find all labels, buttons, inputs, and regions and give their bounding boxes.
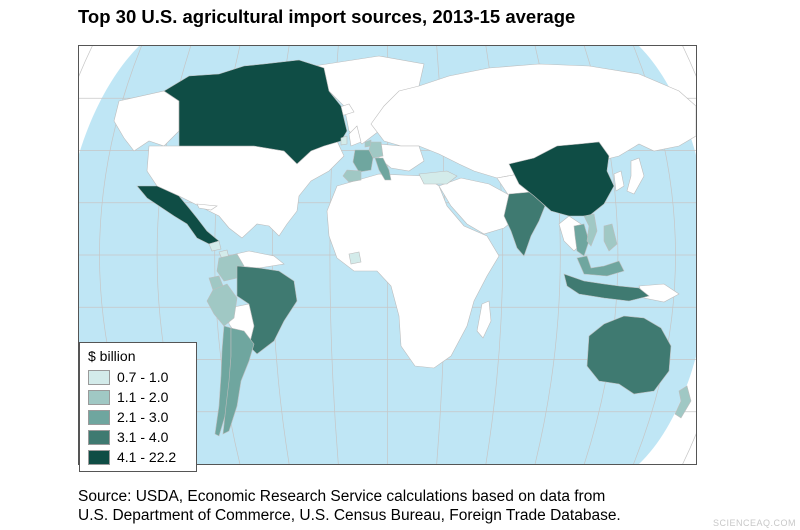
map-title: Top 30 U.S. agricultural import sources,… [78, 6, 576, 27]
madagascar [476, 300, 492, 339]
region-thailand [573, 223, 590, 257]
legend-item: 1.1 - 2.0 [88, 387, 196, 407]
source-note: Source: USDA, Economic Research Service … [78, 487, 621, 525]
region-canada [163, 59, 348, 165]
legend-label: 4.1 - 22.2 [117, 449, 177, 465]
africa [326, 173, 500, 369]
region-italy [374, 157, 392, 181]
legend-swatch [88, 409, 110, 425]
region-spain [342, 169, 362, 183]
region-indonesia [563, 273, 650, 302]
legend-label: 3.1 - 4.0 [117, 429, 169, 445]
region-ireland [340, 135, 348, 146]
legend-item: 0.7 - 1.0 [88, 367, 196, 387]
land-not-top30 [113, 55, 696, 369]
region-france [352, 149, 374, 173]
legend-title: $ billion [88, 348, 136, 364]
legend-label: 0.7 - 1.0 [117, 369, 169, 385]
region-vietnam [583, 213, 598, 247]
source-line-2: U.S. Department of Commerce, U.S. Census… [78, 507, 621, 524]
japan [626, 157, 645, 195]
region-guatemala [208, 240, 222, 252]
region-peru [206, 283, 238, 327]
region-argentina [222, 327, 255, 435]
legend-label: 1.1 - 2.0 [117, 389, 169, 405]
region-germany [368, 141, 384, 159]
cuba [196, 203, 218, 211]
region-china [508, 141, 615, 217]
land-top30 [136, 59, 692, 437]
region-ivory-coast [348, 251, 362, 265]
legend-item: 4.1 - 22.2 [88, 447, 196, 467]
legend-item: 3.1 - 4.0 [88, 427, 196, 447]
eurasia-north [370, 63, 696, 179]
legend: $ billion 0.7 - 1.0 1.1 - 2.0 2.1 - 3.0 … [79, 342, 197, 472]
legend-swatch [88, 369, 110, 385]
region-philippines [603, 223, 618, 252]
united-kingdom [348, 125, 362, 147]
source-line-1: Source: USDA, Economic Research Service … [78, 488, 606, 505]
region-new-zealand [674, 385, 692, 419]
region-brazil [236, 265, 298, 355]
watermark: SCIENCEAQ.COM [712, 518, 796, 528]
region-malaysia [576, 255, 625, 277]
region-australia [586, 315, 672, 395]
legend-item: 2.1 - 3.0 [88, 407, 196, 427]
korea [613, 170, 625, 192]
legend-label: 2.1 - 3.0 [117, 409, 169, 425]
legend-swatch [88, 429, 110, 445]
region-turkey [418, 170, 458, 185]
legend-swatch [88, 449, 110, 465]
legend-swatch [88, 389, 110, 405]
